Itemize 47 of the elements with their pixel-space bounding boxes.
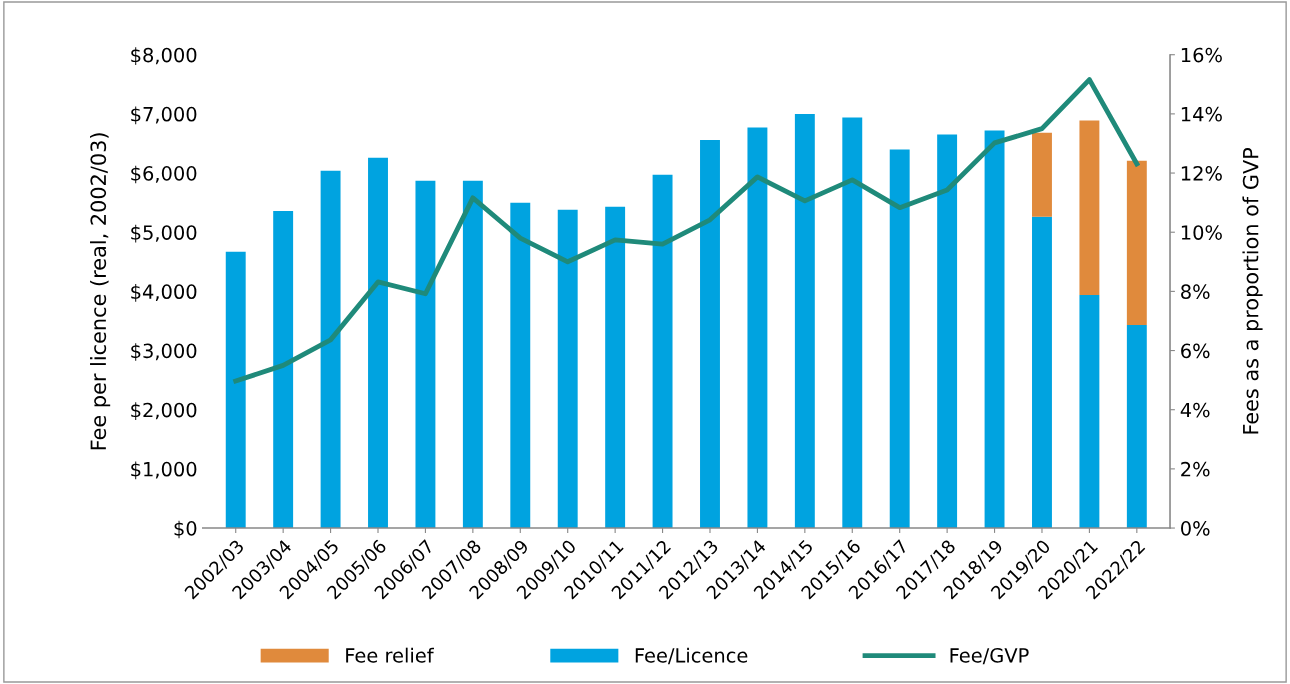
y-tick-label: $1,000	[131, 461, 197, 480]
bar	[842, 117, 863, 529]
y2-tick-label: 4%	[1180, 402, 1210, 418]
y-tick-label: $5,000	[131, 224, 197, 243]
legend-label: Fee/Licence	[635, 647, 748, 665]
bar	[700, 139, 720, 529]
y2-tick-label: 12%	[1181, 166, 1222, 181]
bar	[225, 251, 246, 529]
y2-axis-title: Fees as a proportion of GVP	[1242, 147, 1263, 434]
bar	[415, 180, 436, 529]
bar	[652, 174, 673, 529]
line-series	[233, 77, 1140, 384]
bar	[984, 130, 1005, 529]
bar	[1126, 160, 1147, 326]
y-tick-label: $4,000	[131, 284, 197, 302]
y2-tick-label: 2%	[1181, 461, 1210, 477]
y-tick-label: $2,000	[131, 402, 197, 420]
bar	[1126, 325, 1147, 529]
y2-tick-label: 10%	[1181, 225, 1222, 240]
bar	[605, 206, 626, 529]
y-tick-label: $3,000	[131, 343, 197, 361]
y2-tick-label: 6%	[1181, 343, 1210, 359]
y2-tick-label: 8%	[1181, 284, 1210, 300]
bar	[462, 180, 483, 529]
y-tick-label: $6,000	[131, 165, 197, 184]
bar	[1032, 216, 1052, 529]
bar	[368, 157, 388, 529]
y-tick-label: $8,000	[131, 47, 197, 65]
bar	[889, 149, 910, 529]
bar	[320, 170, 341, 529]
bar	[273, 210, 294, 529]
bar	[794, 113, 815, 529]
bar	[937, 134, 958, 529]
y2-tick-label: 0%	[1181, 521, 1210, 536]
bar	[557, 209, 578, 529]
y2-tick-label: 14%	[1181, 106, 1222, 122]
bar	[1032, 132, 1052, 217]
legend-label: Fee relief	[346, 647, 434, 663]
bar	[1079, 294, 1100, 529]
y2-tick-label: 16%	[1181, 47, 1222, 63]
legend-label: Fee/GVP	[950, 648, 1029, 665]
bar	[747, 127, 768, 529]
y-tick-label: $0	[174, 520, 197, 539]
y-axis-title: Fee per licence (real, 2002/03)	[90, 133, 111, 450]
y-tick-label: $7,000	[131, 106, 197, 125]
bar	[510, 202, 531, 529]
bar	[1079, 120, 1100, 295]
